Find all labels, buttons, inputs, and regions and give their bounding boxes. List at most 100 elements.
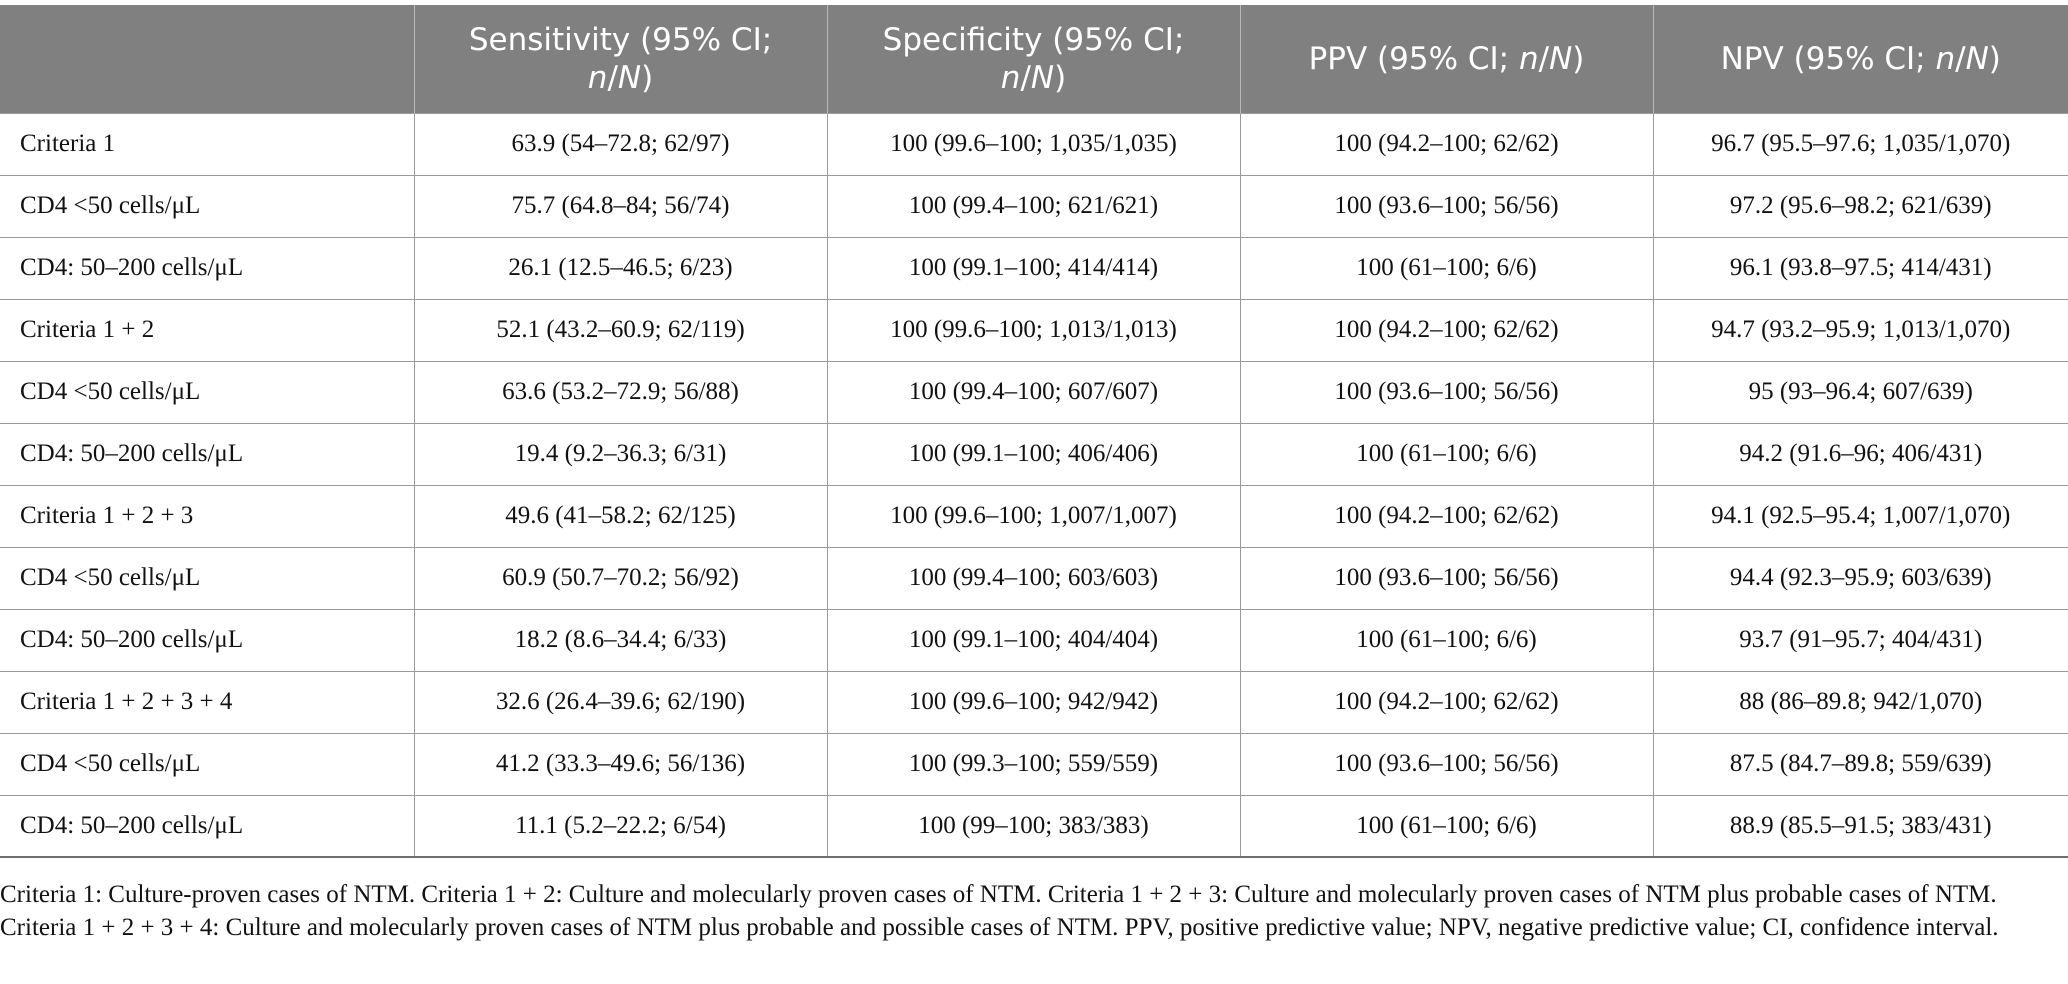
cell-criteria: CD4 <50 cells/μL	[0, 546, 415, 610]
table-row: Criteria 1 63.9 (54–72.8; 62/97) 100 (99.6…	[0, 112, 2068, 176]
table-footnote: Criteria 1: Culture-proven cases of NTM.…	[0, 881, 1999, 941]
cell-npv: 96.7 (95.5–97.6; 1,035/1,070)	[1652, 112, 2068, 176]
cell-ppv: 100 (61–100; 6/6)	[1239, 236, 1654, 300]
cell-criteria: CD4 <50 cells/μL	[0, 174, 415, 238]
header-sensitivity: Sensitivity (95% CI; n/N)	[413, 5, 828, 113]
header-italic-N: N	[1549, 40, 1573, 77]
cell-ppv: 100 (94.2–100; 62/62)	[1239, 670, 1654, 734]
cell-specificity: 100 (99–100; 383/383)	[826, 794, 1241, 858]
cell-npv: 93.7 (91–95.7; 404/431)	[1652, 608, 2068, 672]
table-row: CD4 <50 cells/μL 75.7 (64.8–84; 56/74) 100…	[0, 174, 2068, 238]
cell-sensitivity: 32.6 (26.4–39.6; 62/190)	[413, 670, 828, 734]
cell-npv: 88 (86–89.8; 942/1,070)	[1652, 670, 2068, 734]
cell-sensitivity: 26.1 (12.5–46.5; 6/23)	[413, 236, 828, 300]
header-italic-N: N	[617, 59, 642, 96]
cell-specificity: 100 (99.4–100; 607/607)	[826, 360, 1241, 424]
header-italic-n: n	[587, 59, 608, 96]
header-italic-N: N	[1965, 40, 1989, 77]
cell-criteria: CD4 <50 cells/μL	[0, 732, 415, 796]
header-italic-n: n	[1000, 59, 1021, 96]
cell-specificity: 100 (99.1–100; 404/404)	[826, 608, 1241, 672]
cell-ppv: 100 (94.2–100; 62/62)	[1239, 484, 1654, 548]
table-row: CD4 <50 cells/μL 60.9 (50.7–70.2; 56/92) 1…	[0, 546, 2068, 610]
cell-sensitivity: 11.1 (5.2–22.2; 6/54)	[413, 794, 828, 858]
table-row: Criteria 1 + 2 + 3 49.6 (41–58.2; 62/125)…	[0, 484, 2068, 548]
header-italic-N: N	[1030, 59, 1055, 96]
cell-ppv: 100 (94.2–100; 62/62)	[1239, 298, 1654, 362]
table-row: CD4: 50–200 cells/μL 11.1 (5.2–22.2; 6/54…	[0, 794, 2068, 858]
cell-ppv: 100 (94.2–100; 62/62)	[1239, 112, 1654, 176]
cell-specificity: 100 (99.4–100; 603/603)	[826, 546, 1241, 610]
cell-specificity: 100 (99.6–100; 1,007/1,007)	[826, 484, 1241, 548]
cell-sensitivity: 49.6 (41–58.2; 62/125)	[413, 484, 828, 548]
header-line-2: NPV (95% CI; n/N)	[1664, 40, 2059, 78]
cell-npv: 94.1 (92.5–95.4; 1,007/1,070)	[1652, 484, 2068, 548]
header-italic-n: n	[1935, 40, 1956, 77]
table-row: CD4 <50 cells/μL 41.2 (33.3–49.6; 56/136)…	[0, 732, 2068, 796]
cell-criteria: Criteria 1 + 2 + 3	[0, 484, 415, 548]
cell-npv: 94.4 (92.3–95.9; 603/639)	[1652, 546, 2068, 610]
cell-npv: 87.5 (84.7–89.8; 559/639)	[1652, 732, 2068, 796]
results-table-container: Sensitivity (95% CI; n/N) Specificity (95%…	[0, 5, 2068, 858]
cell-sensitivity: 18.2 (8.6–34.4; 6/33)	[413, 608, 828, 672]
cell-specificity: 100 (99.4–100; 621/621)	[826, 174, 1241, 238]
header-line-1: Specificity (95% CI;	[882, 21, 1185, 58]
table-row: CD4 <50 cells/μL 63.6 (53.2–72.9; 56/88) 1…	[0, 360, 2068, 424]
header-criteria	[0, 5, 415, 113]
header-close-paren: )	[641, 59, 654, 96]
header-text: PPV (95% CI;	[1308, 40, 1519, 77]
cell-criteria: CD4: 50–200 cells/μL	[0, 794, 415, 858]
table-row: CD4: 50–200 cells/μL 19.4 (9.2–36.3; 6/31…	[0, 422, 2068, 486]
table-row: Criteria 1 + 2 52.1 (43.2–60.9; 62/119) 10…	[0, 298, 2068, 362]
cell-ppv: 100 (61–100; 6/6)	[1239, 794, 1654, 858]
cell-criteria: CD4 <50 cells/μL	[0, 360, 415, 424]
cell-sensitivity: 19.4 (9.2–36.3; 6/31)	[413, 422, 828, 486]
cell-npv: 88.9 (85.5–91.5; 383/431)	[1652, 794, 2068, 858]
cell-ppv: 100 (61–100; 6/6)	[1239, 422, 1654, 486]
cell-ppv: 100 (93.6–100; 56/56)	[1239, 546, 1654, 610]
header-npv: NPV (95% CI; n/N)	[1652, 5, 2068, 113]
cell-ppv: 100 (93.6–100; 56/56)	[1239, 732, 1654, 796]
header-slash: /	[1538, 40, 1550, 77]
header-row: Sensitivity (95% CI; n/N) Specificity (95%…	[0, 5, 2068, 113]
cell-sensitivity: 41.2 (33.3–49.6; 56/136)	[413, 732, 828, 796]
header-specificity: Specificity (95% CI; n/N)	[826, 5, 1241, 113]
cell-npv: 96.1 (93.8–97.5; 414/431)	[1652, 236, 2068, 300]
cell-criteria: CD4: 50–200 cells/μL	[0, 422, 415, 486]
header-line-1: Sensitivity (95% CI;	[468, 21, 773, 58]
table-body: Criteria 1 63.9 (54–72.8; 62/97) 100 (99.6…	[0, 112, 2068, 858]
cell-criteria: Criteria 1 + 2	[0, 298, 415, 362]
header-slash: /	[1020, 59, 1031, 96]
table-row: CD4: 50–200 cells/μL 18.2 (8.6–34.4; 6/33…	[0, 608, 2068, 672]
cell-npv: 97.2 (95.6–98.2; 621/639)	[1652, 174, 2068, 238]
cell-sensitivity: 63.9 (54–72.8; 62/97)	[413, 112, 828, 176]
header-italic-n: n	[1518, 40, 1539, 77]
header-close-paren: )	[1054, 59, 1067, 96]
header-line-2: n/N)	[838, 59, 1230, 97]
cell-criteria: Criteria 1 + 2 + 3 + 4	[0, 670, 415, 734]
cell-specificity: 100 (99.1–100; 406/406)	[826, 422, 1241, 486]
header-close-paren: )	[1572, 40, 1585, 77]
cell-ppv: 100 (93.6–100; 56/56)	[1239, 360, 1654, 424]
header-close-paren: )	[1988, 40, 2001, 77]
cell-npv: 94.2 (91.6–96; 406/431)	[1652, 422, 2068, 486]
header-line-2: PPV (95% CI; n/N)	[1251, 40, 1643, 78]
header-ppv: PPV (95% CI; n/N)	[1239, 5, 1654, 113]
table-row: Criteria 1 + 2 + 3 + 4 32.6 (26.4–39.6; 6…	[0, 670, 2068, 734]
cell-npv: 95 (93–96.4; 607/639)	[1652, 360, 2068, 424]
header-line-2: n/N)	[425, 59, 817, 97]
cell-criteria: Criteria 1	[0, 112, 415, 176]
cell-ppv: 100 (93.6–100; 56/56)	[1239, 174, 1654, 238]
diagnostic-accuracy-table: Sensitivity (95% CI; n/N) Specificity (95%…	[0, 5, 2068, 858]
header-slash: /	[607, 59, 618, 96]
cell-npv: 94.7 (93.2–95.9; 1,013/1,070)	[1652, 298, 2068, 362]
cell-specificity: 100 (99.3–100; 559/559)	[826, 732, 1241, 796]
cell-sensitivity: 52.1 (43.2–60.9; 62/119)	[413, 298, 828, 362]
cell-criteria: CD4: 50–200 cells/μL	[0, 236, 415, 300]
cell-specificity: 100 (99.6–100; 1,035/1,035)	[826, 112, 1241, 176]
cell-specificity: 100 (99.6–100; 1,013/1,013)	[826, 298, 1241, 362]
cell-sensitivity: 60.9 (50.7–70.2; 56/92)	[413, 546, 828, 610]
cell-specificity: 100 (99.1–100; 414/414)	[826, 236, 1241, 300]
cell-sensitivity: 63.6 (53.2–72.9; 56/88)	[413, 360, 828, 424]
table-header: Sensitivity (95% CI; n/N) Specificity (95%…	[0, 5, 2068, 113]
